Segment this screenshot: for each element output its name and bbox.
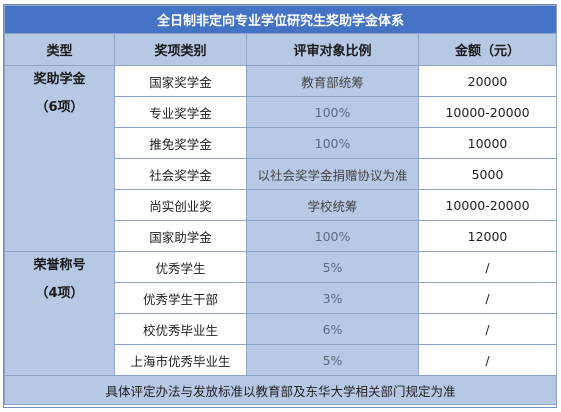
table-row: 上海市优秀毕业生 5% / [5,344,558,376]
award-name: 优秀学生 [114,251,247,283]
group-title: 荣誉称号 [33,258,86,273]
group-cell-honors: 荣誉称号 （4项） [4,251,115,376]
award-amount: / [417,344,558,376]
table-row: 专业奖学金 100% 10000-20000 [5,96,558,128]
header-type: 类型 [4,33,115,66]
award-amount: / [417,282,558,314]
award-amount: 10000 [417,127,558,159]
award-name: 校优秀毕业生 [114,313,247,345]
award-ratio: 6% [246,313,419,345]
group-count: （4项） [35,286,84,301]
scholarship-table-frame: 全日制非定向专业学位研究生奖助学金体系 类型 奖项类别 评审对象比例 金额（元）… [3,4,558,408]
header-ratio: 评审对象比例 [246,33,419,66]
award-name: 优秀学生干部 [114,282,247,314]
award-amount: 12000 [417,220,558,252]
award-ratio: 5% [246,344,419,376]
table-title: 全日制非定向专业学位研究生奖助学金体系 [3,5,558,34]
table-row: 国家助学金 100% 12000 [5,220,558,252]
scholarship-table: 全日制非定向专业学位研究生奖助学金体系 类型 奖项类别 评审对象比例 金额（元）… [3,5,558,405]
award-name: 上海市优秀毕业生 [114,344,247,376]
award-amount: 5000 [417,158,558,190]
award-ratio: 5% [246,251,419,283]
award-amount: 20000 [417,65,558,97]
header-award-category: 奖项类别 [114,33,247,66]
group-cell-grants: 奖助学金 （6项） [4,65,115,252]
award-amount: / [417,313,558,345]
table-footer-note: 具体评定办法与发放标准以教育部及东华大学相关部门规定为准 [3,375,558,405]
group-count: （6项） [35,100,84,115]
award-ratio: 100% [246,127,419,159]
award-ratio: 3% [246,282,419,314]
award-amount: 10000-20000 [417,189,558,221]
award-ratio: 学校统筹 [246,189,419,221]
table-row: 推免奖学金 100% 10000 [5,127,558,159]
table-row: 尚实创业奖 学校统筹 10000-20000 [5,189,558,221]
award-name: 国家助学金 [114,220,247,252]
award-ratio: 100% [246,96,419,128]
group-title: 奖助学金 [33,72,86,87]
table-row: 奖助学金 （6项） 国家奖学金 教育部统筹 20000 [4,65,558,252]
award-name: 专业奖学金 [114,96,247,128]
table-row: 校优秀毕业生 6% / [5,313,558,345]
award-amount: / [417,251,558,283]
award-name: 尚实创业奖 [114,189,247,221]
award-name: 推免奖学金 [114,127,247,159]
award-ratio: 教育部统筹 [246,65,419,97]
award-ratio: 100% [246,220,419,252]
award-name: 社会奖学金 [114,158,247,190]
table-row: 社会奖学金 以社会奖学金捐赠协议为准 5000 [5,158,558,190]
award-name: 国家奖学金 [114,65,247,97]
award-ratio: 以社会奖学金捐赠协议为准 [246,158,419,190]
table-row: 荣誉称号 （4项） 优秀学生 5% / [4,251,558,376]
header-amount: 金额（元） [417,33,558,66]
award-amount: 10000-20000 [417,96,558,128]
